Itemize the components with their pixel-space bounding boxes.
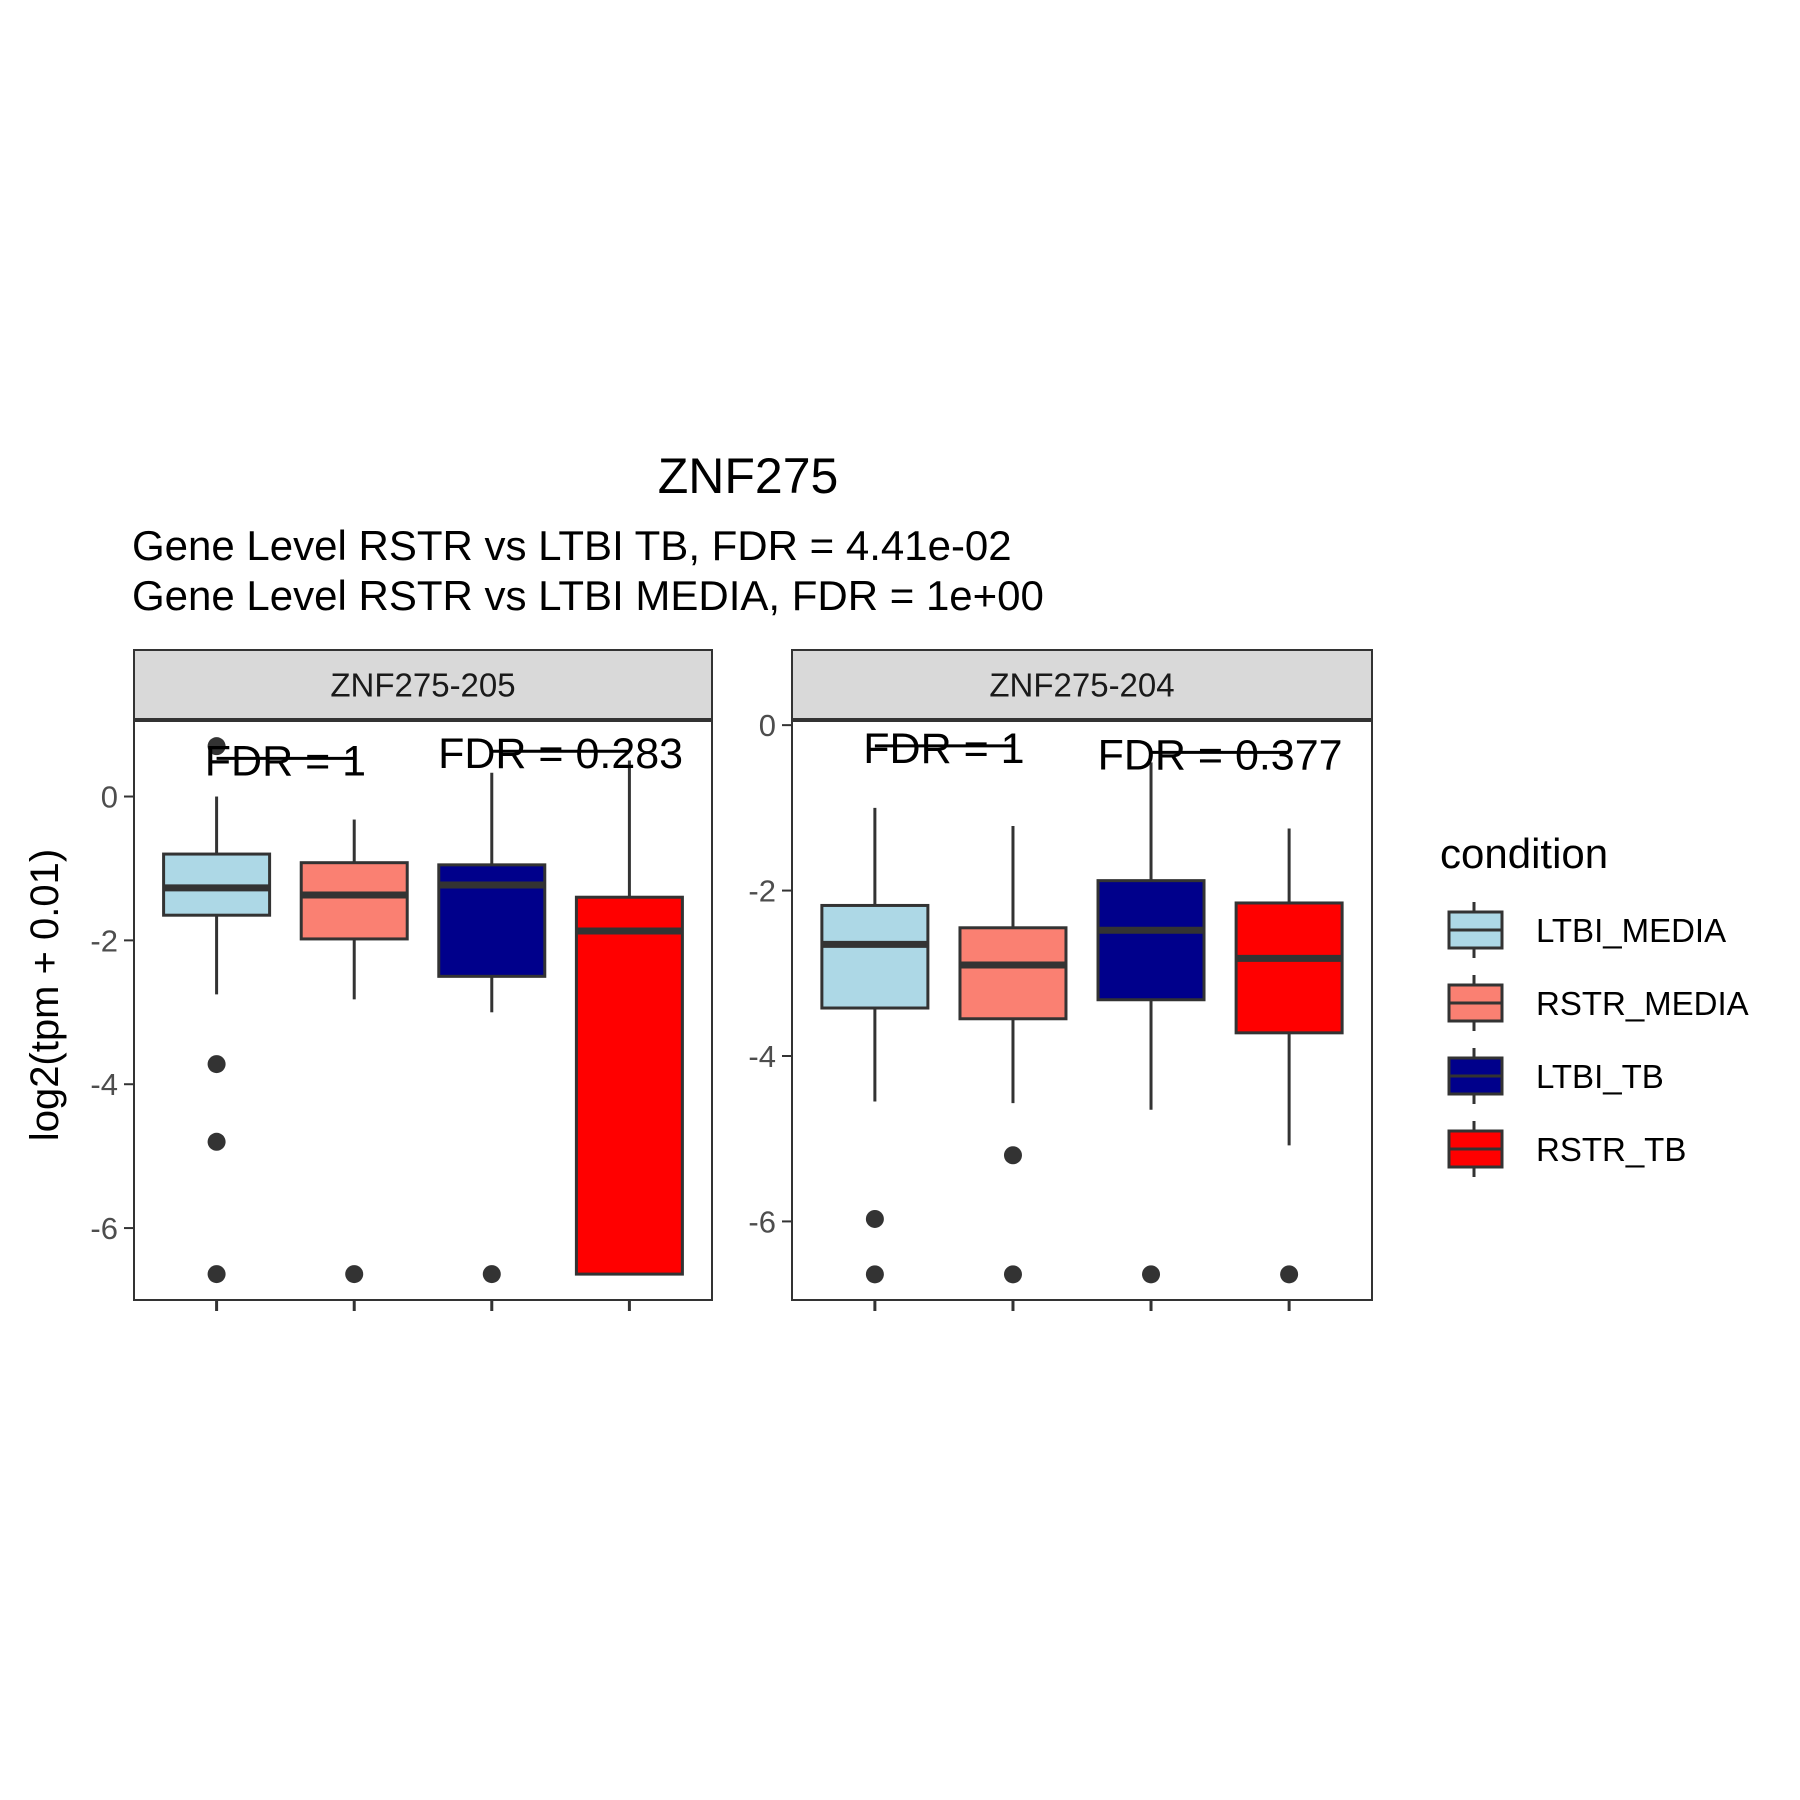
outlier-point <box>1003 1146 1022 1165</box>
facet-strip <box>133 649 713 720</box>
outlier-point <box>207 737 226 756</box>
outlier-point <box>207 1055 226 1074</box>
outlier-point <box>865 1265 884 1284</box>
legend-key-RSTR_MEDIA: RSTR_MEDIA <box>1447 975 1749 1031</box>
chart-subtitle-line-1: Gene Level RSTR vs LTBI TB, FDR = 4.41e-… <box>132 522 1012 569</box>
outlier-point <box>207 1265 226 1284</box>
box-body <box>958 926 1068 1021</box>
fdr-label: FDR = 1 <box>863 725 1024 773</box>
legend-keys: LTBI_MEDIA RSTR_MEDIA LTBI_TB RSTR_TB <box>1447 902 1749 1177</box>
fdr-label: FDR = 0.283 <box>438 730 683 778</box>
y-axis-title: log2(tpm + 0.01) <box>23 849 67 1141</box>
box-RSTR_TB <box>574 760 684 1276</box>
box-LTBI_MEDIA <box>162 737 272 1284</box>
outlier-point <box>1280 1265 1299 1284</box>
fdr-annotation: FDR = 1 <box>205 737 366 785</box>
y-tick-label: -4 <box>90 1067 118 1102</box>
panel-ZNF275-204: ZNF275-204 FDR = 1 FDR = 0.377 0 -2 -4 -6 <box>748 649 1373 1311</box>
outlier-point <box>207 1132 226 1151</box>
outlier-point <box>1003 1265 1022 1284</box>
outlier-point <box>345 1265 364 1284</box>
outlier-point <box>482 1265 501 1284</box>
box-RSTR_TB <box>1234 828 1344 1284</box>
fdr-annotation: FDR = 1 <box>863 725 1024 773</box>
box-RSTR_MEDIA <box>958 826 1068 1284</box>
box-body <box>820 903 930 1010</box>
box-body <box>1096 879 1206 1002</box>
legend-key-LTBI_TB: LTBI_TB <box>1447 1048 1664 1104</box>
facet-strip-label: ZNF275-204 <box>989 667 1174 704</box>
box-body <box>1234 901 1344 1035</box>
legend-title: condition <box>1440 830 1608 877</box>
y-tick-label: -2 <box>90 923 118 958</box>
y-tick-label: -2 <box>748 874 776 909</box>
legend-label: LTBI_MEDIA <box>1536 912 1726 949</box>
outlier-point <box>865 1209 884 1228</box>
chart-title: ZNF275 <box>658 448 839 504</box>
legend-label: LTBI_TB <box>1536 1058 1664 1095</box>
legend-label: RSTR_TB <box>1536 1131 1686 1168</box>
facet-strip <box>791 649 1373 720</box>
legend: condition LTBI_MEDIA RSTR_MEDIA LTBI_TB RST… <box>1440 830 1749 1177</box>
fdr-annotation: FDR = 0.377 <box>1098 731 1343 779</box>
facet-strip-label: ZNF275-205 <box>330 667 515 704</box>
panel-ZNF275-205: ZNF275-205 FDR = 1 FDR = 0.283 0 -2 -4 -6 <box>90 649 713 1311</box>
box-body <box>299 861 409 941</box>
box-LTBI_MEDIA <box>820 807 930 1284</box>
fdr-label: FDR = 1 <box>205 737 366 785</box>
y-tick-label: 0 <box>759 708 776 743</box>
outlier-point <box>1142 1265 1161 1284</box>
box-RSTR_MEDIA <box>299 819 409 1284</box>
panel-border <box>791 720 1373 1301</box>
y-tick-label: -4 <box>748 1039 776 1074</box>
y-tick-label: -6 <box>90 1211 118 1246</box>
chart-subtitle-line-2: Gene Level RSTR vs LTBI MEDIA, FDR = 1e+… <box>132 572 1044 619</box>
fdr-label: FDR = 0.377 <box>1098 731 1343 779</box>
fdr-annotation: FDR = 0.283 <box>438 730 683 778</box>
y-tick-label: -6 <box>748 1204 776 1239</box>
box-body <box>574 895 684 1276</box>
panel-border <box>133 720 713 1301</box>
box-LTBI_TB <box>1096 762 1206 1284</box>
legend-key-RSTR_TB: RSTR_TB <box>1447 1121 1686 1177</box>
legend-label: RSTR_MEDIA <box>1536 985 1749 1022</box>
box-LTBI_TB <box>437 772 547 1284</box>
y-tick-label: 0 <box>101 780 118 815</box>
legend-key-LTBI_MEDIA: LTBI_MEDIA <box>1447 902 1726 958</box>
